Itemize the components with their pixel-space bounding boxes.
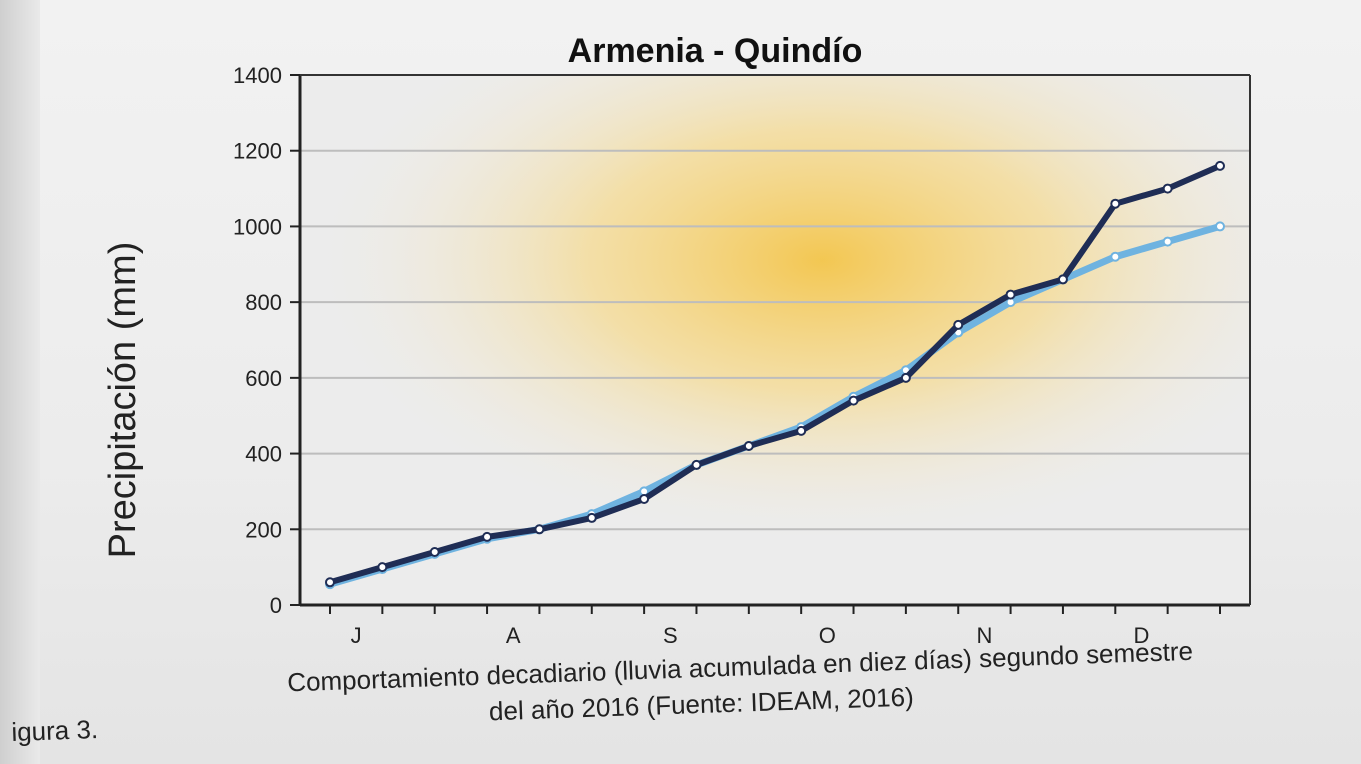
series-point: [692, 461, 700, 469]
y-tick-label: 1200: [233, 139, 282, 164]
y-tick-label: 1000: [233, 214, 282, 239]
series-point: [745, 442, 753, 450]
y-tick-label: 800: [245, 290, 282, 315]
y-tick-label: 200: [245, 517, 282, 542]
series-point: [1216, 222, 1224, 230]
series-point: [431, 548, 439, 556]
series-point: [797, 427, 805, 435]
series-point: [1164, 185, 1172, 193]
series-point: [1111, 200, 1119, 208]
x-tick-label: J: [351, 623, 362, 648]
series-point: [535, 525, 543, 533]
plot-glow: [300, 75, 1250, 605]
y-tick-label: 1400: [233, 63, 282, 88]
series-point: [326, 578, 334, 586]
x-tick-label: S: [663, 623, 678, 648]
series-point: [483, 533, 491, 541]
series-point: [1059, 275, 1067, 283]
y-tick-label: 400: [245, 442, 282, 467]
series-point: [1164, 238, 1172, 246]
series-point: [588, 514, 596, 522]
chart-title: Armenia - Quindío: [568, 32, 863, 70]
y-axis-label: Precipitación (mm): [102, 242, 144, 559]
series-point: [902, 374, 910, 382]
y-tick-label: 600: [245, 366, 282, 391]
series-point: [850, 397, 858, 405]
series-point: [1216, 162, 1224, 170]
series-point: [1007, 291, 1015, 299]
series-point: [378, 563, 386, 571]
x-tick-label: A: [506, 623, 521, 648]
series-point: [954, 321, 962, 329]
caption-prefix: igura 3.: [11, 711, 99, 750]
series-point: [1111, 253, 1119, 261]
x-tick-label: O: [819, 623, 836, 648]
y-tick-label: 0: [270, 593, 282, 618]
series-point: [640, 495, 648, 503]
